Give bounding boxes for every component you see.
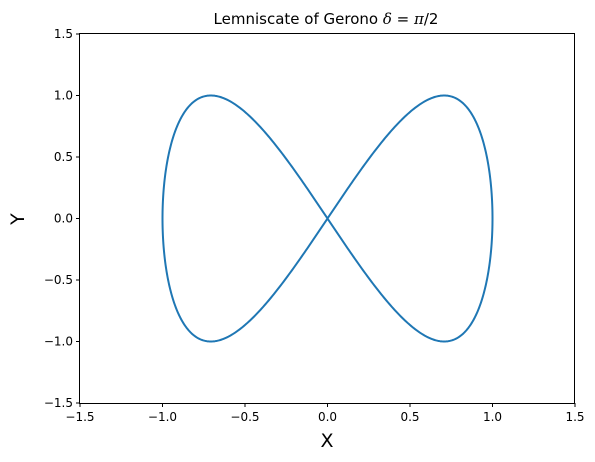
- y-tick-label: −0.5: [44, 273, 73, 287]
- chart-title-text: Lemniscate of Gerono: [214, 10, 383, 28]
- y-axis-ticks: −1.5 −1.0 −0.5 0.0 0.5 1.0 1.5: [44, 27, 80, 410]
- chart-title-equals: =: [392, 10, 414, 28]
- y-tick-label: −1.0: [44, 335, 73, 349]
- chart-title-pi: π: [413, 10, 425, 28]
- x-tick-label: −1.0: [148, 410, 177, 424]
- plot-frame: [79, 33, 575, 404]
- y-tick-label: 0.5: [54, 150, 73, 164]
- x-tick-label: 0.0: [318, 410, 337, 424]
- chart-title-delta: δ: [383, 10, 392, 28]
- x-tick-label: 1.0: [483, 410, 502, 424]
- x-axis-label: X: [320, 430, 333, 452]
- x-tick-label: −0.5: [230, 410, 259, 424]
- x-tick-label: −1.5: [65, 410, 94, 424]
- y-axis-label: Y: [7, 213, 29, 226]
- y-tick-label: 1.5: [54, 27, 73, 41]
- chart-title-fraction: /2: [424, 10, 439, 28]
- chart-title: Lemniscate of Gerono δ = π/2: [214, 10, 439, 28]
- y-tick-label: 1.0: [54, 89, 73, 103]
- lemniscate-series-line: [161, 94, 494, 343]
- x-tick-label: 1.5: [565, 410, 584, 424]
- x-tick-label: 0.5: [400, 410, 419, 424]
- y-tick-label: −1.5: [44, 396, 73, 410]
- plot-area: [161, 94, 494, 343]
- y-tick-label: 0.0: [54, 212, 73, 226]
